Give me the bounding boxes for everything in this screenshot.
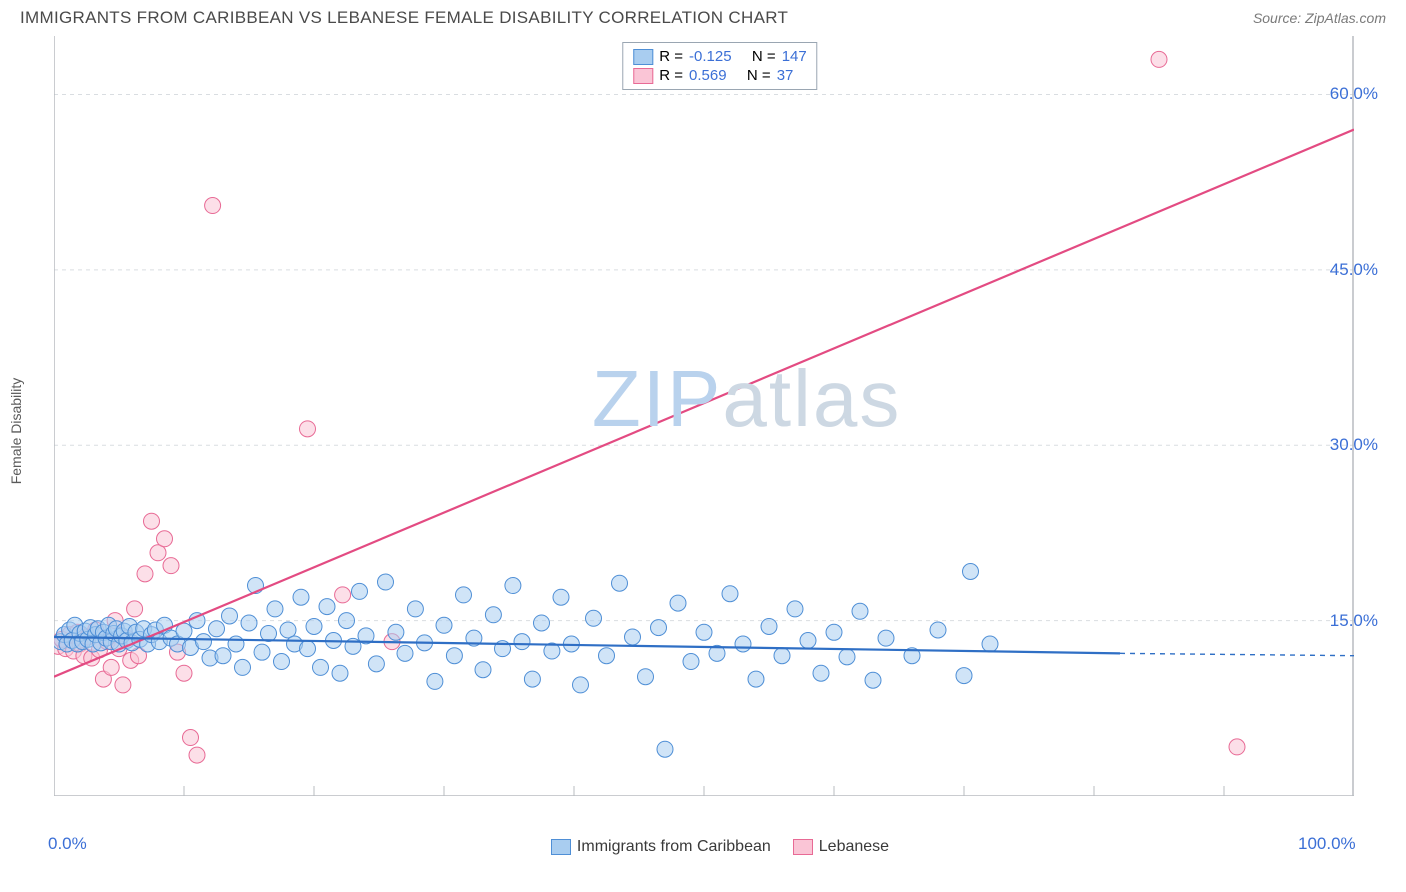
- y-tick-label: 60.0%: [1330, 84, 1378, 104]
- y-tick-label: 45.0%: [1330, 260, 1378, 280]
- swatch-series2-bottom: [793, 839, 813, 855]
- swatch-series1-bottom: [551, 839, 571, 855]
- chart-title: IMMIGRANTS FROM CARIBBEAN VS LEBANESE FE…: [20, 8, 788, 28]
- y-tick-label: 30.0%: [1330, 435, 1378, 455]
- swatch-series2: [633, 68, 653, 84]
- legend-row-series2: R = 0.569 N = 37: [633, 66, 806, 85]
- swatch-series1: [633, 49, 653, 65]
- correlation-legend: R = -0.125 N = 147 R = 0.569 N = 37: [622, 42, 817, 90]
- chart-container: Female Disability ZIPatlas R = -0.125 N …: [54, 36, 1386, 826]
- source-attribution: Source: ZipAtlas.com: [1253, 10, 1386, 26]
- series-legend: Immigrants from Caribbean Lebanese: [54, 838, 1386, 856]
- series2-points: [54, 51, 1245, 763]
- series1-trendline-dashed: [1120, 653, 1354, 655]
- legend-item-series2: Lebanese: [793, 838, 889, 856]
- y-tick-label: 15.0%: [1330, 611, 1378, 631]
- legend-item-series1: Immigrants from Caribbean: [551, 838, 771, 856]
- x-tick-label: 100.0%: [1298, 834, 1356, 854]
- series2-trendline: [54, 130, 1354, 677]
- series1-points: [54, 564, 998, 758]
- legend-row-series1: R = -0.125 N = 147: [633, 47, 806, 66]
- scatter-plot-svg: [54, 36, 1354, 796]
- y-axis-label: Female Disability: [8, 378, 24, 485]
- x-tick-label: 0.0%: [48, 834, 87, 854]
